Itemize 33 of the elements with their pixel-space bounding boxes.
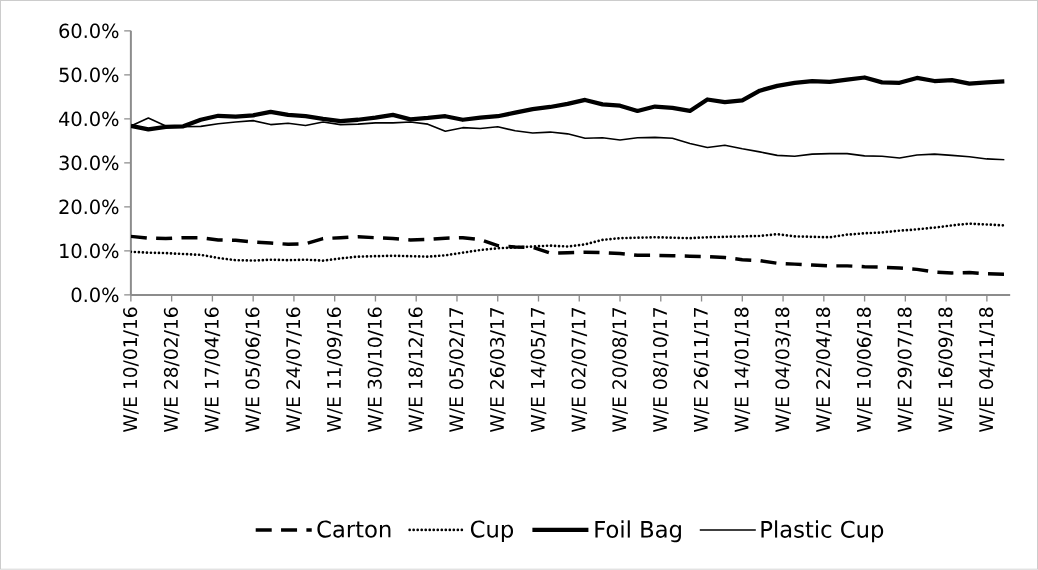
- legend-label: Carton: [317, 520, 391, 538]
- x-tick-label: W/E 10/01/16: [123, 307, 139, 433]
- x-tick-label: W/E 14/05/17: [530, 308, 547, 433]
- y-tick-label: 30.0%: [59, 155, 119, 171]
- x-tick-label: W/E 16/09/18: [938, 307, 954, 433]
- legend-label: Foil Bag: [595, 520, 681, 543]
- x-tick-label: W/E 05/02/17: [449, 308, 465, 433]
- x-tick-label: W/E 04/03/18: [775, 307, 791, 433]
- x-tick-label: W/E 28/02/16: [163, 307, 180, 433]
- x-tick-label: W/E 22/04/18: [816, 307, 832, 433]
- x-tick-label: W/E 02/07/17: [571, 308, 588, 433]
- x-tick-label: W/E 26/03/17: [489, 308, 506, 433]
- y-tick-label: 50.0%: [59, 67, 119, 83]
- x-tick-label: W/E 05/06/16: [245, 307, 261, 433]
- x-tick-label: W/E 04/11/18: [979, 307, 995, 433]
- y-tick-label: 20.0%: [59, 199, 119, 215]
- x-tick-label: W/E 24/07/16: [286, 307, 302, 433]
- x-tick-label: W/E 30/10/16: [367, 307, 384, 433]
- y-tick-label: 0.0%: [71, 287, 119, 303]
- legend-label: Cup: [470, 520, 514, 543]
- y-tick-label: 60.0%: [59, 23, 119, 39]
- x-tick-label: W/E 17/04/16: [204, 307, 221, 433]
- legend-label: Plastic Cup: [761, 520, 884, 543]
- x-tick-label: W/E 18/12/16: [408, 307, 425, 433]
- x-tick-label: W/E 11/09/16: [326, 307, 343, 433]
- x-tick-label: W/E 08/10/17: [652, 308, 669, 433]
- x-tick-label: W/E 26/11/17: [693, 308, 710, 433]
- x-tick-label: W/E 20/08/17: [612, 308, 628, 433]
- x-tick-label: W/E 14/01/18: [734, 307, 751, 433]
- x-tick-label: W/E 29/07/18: [897, 307, 914, 433]
- x-tick-label: W/E 10/06/18: [856, 307, 873, 433]
- y-tick-label: 10.0%: [60, 243, 119, 259]
- y-tick-label: 40.0%: [59, 111, 119, 127]
